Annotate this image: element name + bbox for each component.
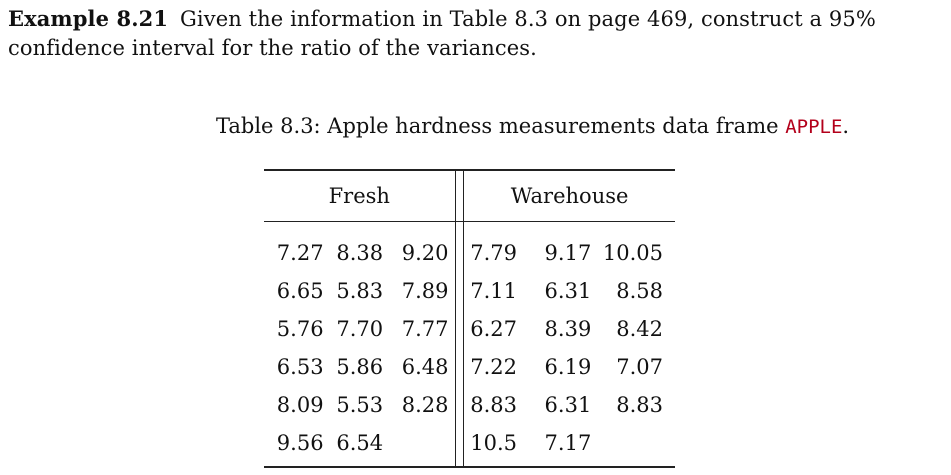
table-row: 9.56 6.54 10.5 7.17 xyxy=(264,424,675,467)
example-label: Example 8.21 xyxy=(8,6,169,31)
table-cell: 6.27 xyxy=(470,317,517,341)
table-cell: 7.77 xyxy=(401,317,449,341)
table-cell: 8.58 xyxy=(616,279,663,303)
table-cell: 6.19 xyxy=(544,355,592,379)
table-cell: 6.65 xyxy=(276,279,324,303)
table-cell: 6.31 xyxy=(544,393,592,417)
table-cell: 6.48 xyxy=(401,355,449,379)
column-separator xyxy=(454,221,465,272)
table-cell xyxy=(591,424,675,467)
example-text: Given the information in Table 8.3 on pa… xyxy=(8,7,876,60)
table-cell: 6.54 xyxy=(336,431,384,455)
table-cell: 5.83 xyxy=(336,279,384,303)
table-cell: 8.42 xyxy=(616,317,663,341)
table-cell: 7.89 xyxy=(401,279,449,303)
table-cell: 10.5 xyxy=(470,431,517,455)
table-cell: 8.38 xyxy=(336,241,384,265)
table-cell: 8.28 xyxy=(401,393,449,417)
caption-text: Table 8.3: Apple hardness measurements d… xyxy=(216,114,786,138)
table-header-row: Fresh Warehouse xyxy=(264,170,675,222)
header-fresh: Fresh xyxy=(328,184,390,208)
table-cell: 8.83 xyxy=(470,393,517,417)
column-separator xyxy=(454,310,465,348)
table-container: Fresh Warehouse 7.27 8.38 9.20 7.79 9.17… xyxy=(264,169,675,468)
table-cell: 6.31 xyxy=(544,279,592,303)
table-cell: 7.11 xyxy=(470,279,517,303)
column-separator xyxy=(454,170,465,222)
table-row: 6.65 5.83 7.89 7.11 6.31 8.58 xyxy=(264,272,675,310)
table-cell: 9.20 xyxy=(401,241,449,265)
table-cell: 9.56 xyxy=(276,431,324,455)
table-cell: 7.70 xyxy=(336,317,384,341)
table-cell: 5.86 xyxy=(336,355,384,379)
caption-suffix: . xyxy=(842,114,850,138)
table-cell: 6.53 xyxy=(276,355,324,379)
table-row: 6.53 5.86 6.48 7.22 6.19 7.07 xyxy=(264,348,675,386)
example-paragraph: Example 8.21 Given the information in Tab… xyxy=(8,4,943,63)
table-cell: 5.76 xyxy=(276,317,324,341)
table-cell: 10.05 xyxy=(602,241,663,265)
table-cell: 5.53 xyxy=(336,393,384,417)
table-row: 8.09 5.53 8.28 8.83 6.31 8.83 xyxy=(264,386,675,424)
table-cell: 8.83 xyxy=(616,393,663,417)
table-cell: 9.17 xyxy=(544,241,592,265)
column-separator xyxy=(454,348,465,386)
column-separator xyxy=(454,424,465,467)
apple-hardness-table: Fresh Warehouse 7.27 8.38 9.20 7.79 9.17… xyxy=(264,169,675,468)
table-cell: 7.17 xyxy=(544,431,592,455)
table-cell: 8.39 xyxy=(544,317,592,341)
table-cell xyxy=(383,424,455,467)
table-cell: 7.79 xyxy=(470,241,517,265)
table-cell: 7.22 xyxy=(470,355,517,379)
table-caption: Table 8.3: Apple hardness measurements d… xyxy=(216,112,849,141)
column-separator xyxy=(454,272,465,310)
column-separator xyxy=(454,386,465,424)
table-cell: 7.27 xyxy=(276,241,324,265)
table-cell: 7.07 xyxy=(616,355,663,379)
caption-code: APPLE xyxy=(785,116,843,138)
table-cell: 8.09 xyxy=(276,393,324,417)
table-row: 7.27 8.38 9.20 7.79 9.17 10.05 xyxy=(264,221,675,272)
table-row: 5.76 7.70 7.77 6.27 8.39 8.42 xyxy=(264,310,675,348)
header-warehouse: Warehouse xyxy=(510,184,629,208)
